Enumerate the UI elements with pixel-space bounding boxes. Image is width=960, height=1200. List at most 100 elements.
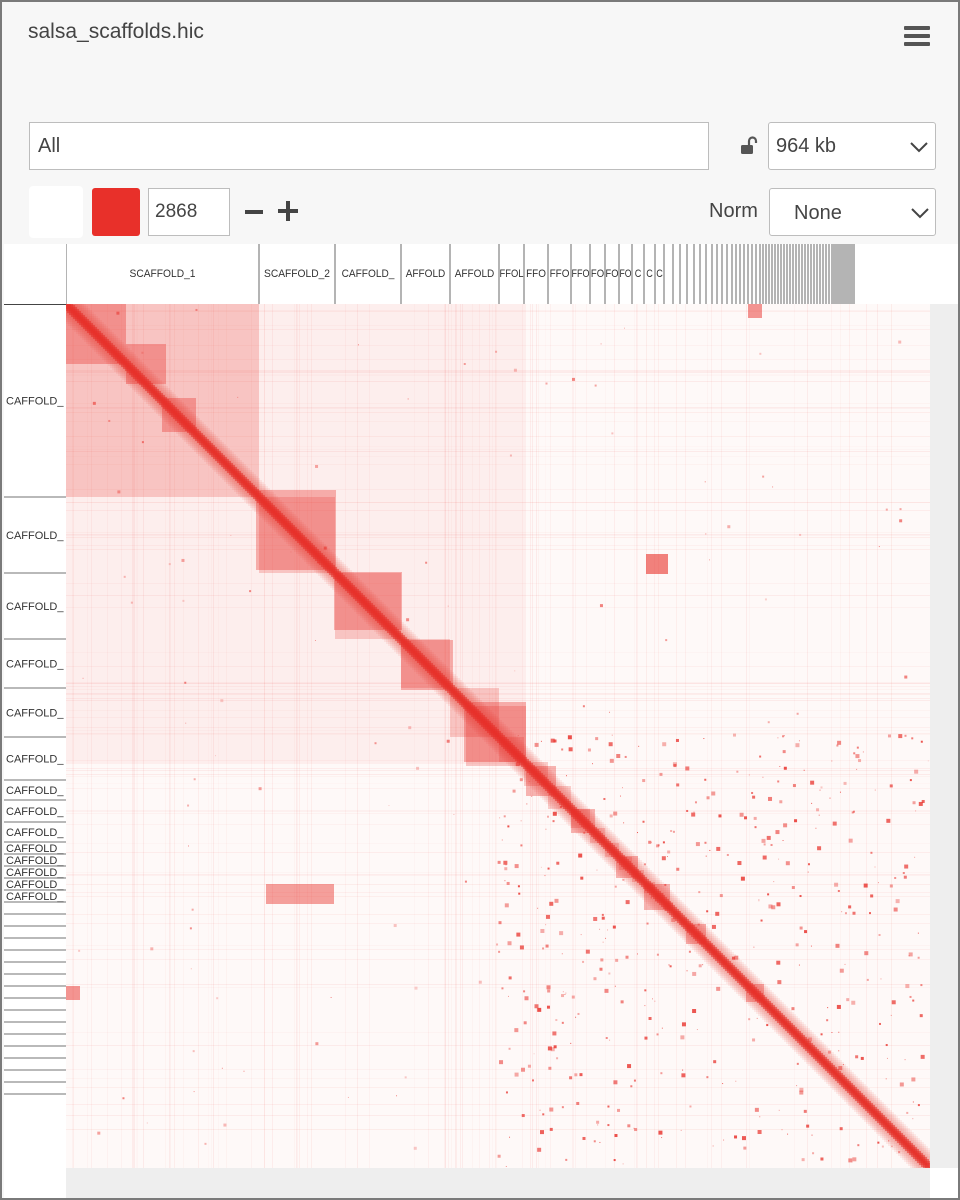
interchrom-contact xyxy=(613,811,618,816)
interchrom-contact xyxy=(686,809,689,812)
map-streak xyxy=(66,949,930,950)
interchrom-contact xyxy=(523,990,526,993)
map-streak xyxy=(66,1045,930,1046)
interchrom-contact xyxy=(407,398,409,400)
foreground-color-swatch[interactable] xyxy=(92,188,140,236)
interchrom-contact xyxy=(848,838,853,843)
interchrom-contact xyxy=(848,905,852,909)
background-color-swatch[interactable] xyxy=(29,186,83,238)
x-scaffold-label: AFFOLD xyxy=(406,268,446,280)
interchrom-contact xyxy=(827,1050,831,1054)
map-streak xyxy=(66,872,930,873)
interchrom-contact xyxy=(627,1064,632,1069)
interchrom-contact xyxy=(545,944,549,948)
map-streak xyxy=(448,304,449,1168)
interchrom-contact xyxy=(779,765,781,767)
y-axis-ruler: CAFFOLD_ CAFFOLD_ CAFFOLD_ CAFFOLD_ CAFFOLD_… xyxy=(4,303,66,1168)
map-streak xyxy=(658,304,659,1168)
interchrom-contact xyxy=(404,1076,407,1079)
interchrom-contact xyxy=(891,1145,893,1147)
interchrom-contact xyxy=(537,1007,542,1012)
interchrom-contact xyxy=(796,1085,798,1087)
interchrom-contact xyxy=(576,1101,580,1105)
resolution-select[interactable]: 964 kb xyxy=(768,122,936,170)
map-streak xyxy=(294,304,295,1168)
x-scaffold-label: FO xyxy=(591,268,605,280)
map-streak xyxy=(66,811,930,812)
interchrom-contact xyxy=(577,1012,580,1015)
interchrom-contact xyxy=(504,880,506,882)
interchrom-contact xyxy=(754,826,757,829)
interchrom-contact xyxy=(526,803,528,805)
locus-input[interactable] xyxy=(29,122,709,170)
interchrom-contact xyxy=(685,766,690,771)
interchrom-contact xyxy=(141,351,144,354)
interchrom-contact xyxy=(791,1007,795,1011)
interchrom-contact xyxy=(758,899,760,901)
interchrom-contact xyxy=(693,811,695,813)
minus-icon[interactable] xyxy=(245,210,263,214)
map-streak xyxy=(66,923,930,924)
interchrom-contact xyxy=(768,904,773,909)
interchrom-contact xyxy=(531,795,533,797)
map-streak xyxy=(66,698,930,699)
hamburger-menu-icon[interactable] xyxy=(904,26,930,48)
interchrom-contact xyxy=(736,770,739,773)
unlocked-padlock-icon[interactable] xyxy=(740,136,758,156)
map-streak xyxy=(444,304,445,1168)
map-streak xyxy=(891,304,892,1168)
interchrom-contact xyxy=(762,855,767,860)
map-streak xyxy=(866,304,867,1168)
interchrom-contact xyxy=(637,832,639,834)
interchrom-contact xyxy=(396,1095,398,1097)
bright-block xyxy=(334,572,402,630)
plus-icon[interactable] xyxy=(278,201,298,221)
interchrom-contact xyxy=(920,1054,925,1059)
map-streak xyxy=(66,813,930,814)
interchrom-contact xyxy=(609,758,614,763)
bright-block xyxy=(256,490,336,570)
map-streak xyxy=(66,693,930,694)
interchrom-contact xyxy=(709,849,711,851)
interchrom-contact xyxy=(705,855,707,857)
interchrom-contact xyxy=(799,895,802,898)
interchrom-contact xyxy=(860,1056,864,1060)
map-streak xyxy=(840,304,841,1168)
y-scaffold-label: CAFFOLD_ xyxy=(6,843,64,855)
interchrom-contact xyxy=(795,943,799,947)
interchrom-contact xyxy=(659,772,663,776)
map-streak xyxy=(711,304,712,1168)
interchrom-contact xyxy=(835,943,840,948)
interchrom-contact xyxy=(731,956,735,960)
contact-map[interactable] xyxy=(66,304,930,1168)
interchrom-contact xyxy=(692,1009,697,1014)
map-streak xyxy=(536,304,537,1168)
color-threshold-input[interactable] xyxy=(148,188,230,236)
interchrom-contact xyxy=(767,721,770,724)
interchrom-contact xyxy=(569,1076,573,1080)
interchrom-contact xyxy=(642,820,645,823)
interchrom-contact xyxy=(785,861,790,866)
interchrom-contact xyxy=(869,912,872,915)
vertical-scrollbar[interactable] xyxy=(930,304,958,1168)
interchrom-contact xyxy=(582,1136,586,1140)
interchrom-contact xyxy=(497,860,501,864)
interchrom-contact xyxy=(711,791,716,796)
interchrom-contact xyxy=(537,1147,542,1152)
interchrom-contact xyxy=(885,1044,888,1047)
map-streak xyxy=(586,304,587,1168)
interchrom-contact xyxy=(852,911,856,915)
normalization-select[interactable]: None xyxy=(769,188,936,236)
interchrom-contact xyxy=(763,843,766,846)
interchrom-contact xyxy=(537,907,539,909)
interchrom-contact xyxy=(609,814,613,818)
horizontal-scrollbar[interactable] xyxy=(66,1168,930,1198)
interchrom-contact xyxy=(904,864,909,869)
map-streak xyxy=(749,304,750,1168)
interchrom-contact xyxy=(842,1064,844,1066)
interchrom-contact xyxy=(754,1107,759,1112)
interchrom-contact xyxy=(810,780,815,785)
interchrom-contact xyxy=(517,885,520,888)
interchrom-contact xyxy=(290,551,292,553)
interchrom-contact xyxy=(388,805,390,807)
